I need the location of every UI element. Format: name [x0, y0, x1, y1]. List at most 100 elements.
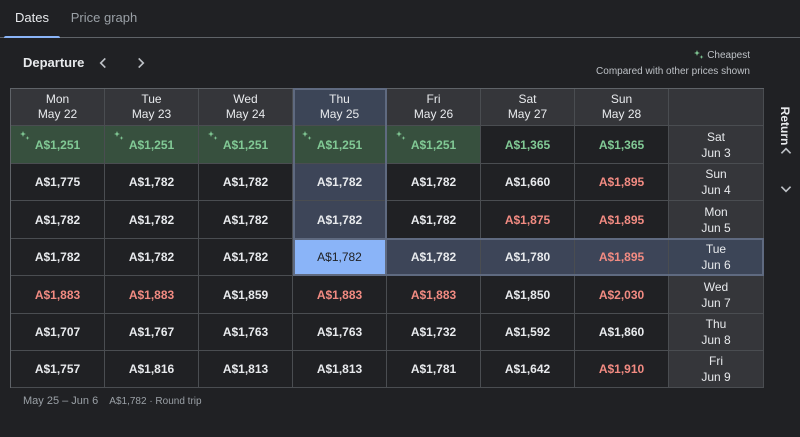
price-cell[interactable]: A$1,780 [481, 239, 575, 276]
price-cell[interactable]: A$1,860 [575, 314, 669, 351]
price-value: A$1,782 [410, 250, 457, 264]
return-weekday: Fri [709, 354, 723, 368]
price-value: A$1,813 [222, 362, 269, 376]
departure-date-header[interactable]: Sun May 28 [575, 89, 669, 126]
price-cell[interactable]: A$1,251 [293, 126, 387, 164]
price-cell[interactable]: A$1,883 [387, 276, 481, 314]
return-date: Jun 9 [701, 370, 731, 384]
return-weekday: Wed [703, 279, 729, 294]
price-cell[interactable]: A$1,365 [481, 126, 575, 164]
price-value: A$1,782 [34, 250, 81, 264]
price-value: A$1,782 [316, 175, 363, 189]
price-cell[interactable]: A$1,813 [199, 351, 293, 388]
price-cell[interactable]: A$1,660 [481, 164, 575, 201]
price-cell[interactable]: A$1,895 [575, 201, 669, 239]
return-date: Jun 6 [701, 258, 731, 272]
price-value: A$1,660 [504, 175, 551, 189]
price-cell[interactable]: A$1,767 [105, 314, 199, 351]
price-cell[interactable]: A$1,592 [481, 314, 575, 351]
price-cell[interactable]: A$1,782 [293, 201, 387, 239]
price-value: A$1,782 [410, 175, 457, 189]
price-cell[interactable]: A$1,883 [11, 276, 105, 314]
return-date-header[interactable]: Thu Jun 8 [669, 314, 764, 351]
selected-date-range: May 25 – Jun 6 [23, 395, 99, 407]
price-value: A$1,592 [504, 325, 551, 339]
header-date: May 26 [413, 107, 454, 121]
return-date-header[interactable]: Sat Jun 3 [669, 126, 764, 164]
price-cell[interactable]: A$1,859 [199, 276, 293, 314]
price-cell[interactable]: A$1,782 [293, 239, 387, 276]
price-cell[interactable]: A$1,782 [105, 201, 199, 239]
price-cell[interactable]: A$1,251 [11, 126, 105, 164]
price-cell[interactable]: A$1,781 [387, 351, 481, 388]
departure-date-header[interactable]: Thu May 25 [293, 89, 387, 126]
departure-date-header[interactable]: Mon May 22 [11, 89, 105, 126]
header-weekday: Wed [233, 92, 258, 106]
price-cell[interactable]: A$1,782 [199, 164, 293, 201]
price-cell[interactable]: A$1,782 [11, 239, 105, 276]
selection-summary: May 25 – Jun 6 A$1,782 · Round trip [23, 395, 202, 407]
return-next-button[interactable] [775, 178, 797, 200]
price-cell[interactable]: A$1,782 [387, 239, 481, 276]
return-date-header[interactable]: Wed Jun 7 [669, 276, 764, 314]
price-cell[interactable]: A$1,707 [11, 314, 105, 351]
price-value: A$1,875 [504, 212, 551, 227]
return-date-header[interactable]: Sun Jun 4 [669, 164, 764, 201]
price-cell[interactable]: A$1,782 [199, 201, 293, 239]
price-cell[interactable]: A$1,763 [199, 314, 293, 351]
price-cell[interactable]: A$1,782 [387, 201, 481, 239]
price-cell[interactable]: A$1,365 [575, 126, 669, 164]
price-cell[interactable]: A$1,251 [105, 126, 199, 164]
price-cell[interactable]: A$1,732 [387, 314, 481, 351]
departure-date-header[interactable]: Wed May 24 [199, 89, 293, 126]
price-cell[interactable]: A$1,883 [105, 276, 199, 314]
price-value: A$1,782 [128, 175, 175, 189]
price-cell[interactable]: A$1,910 [575, 351, 669, 388]
price-cell[interactable]: A$1,895 [575, 239, 669, 276]
price-cell[interactable]: A$1,782 [293, 164, 387, 201]
price-value: A$1,782 [222, 175, 269, 189]
price-value: A$1,860 [598, 325, 645, 339]
price-value: A$1,895 [598, 175, 645, 189]
price-cell[interactable]: A$1,251 [387, 126, 481, 164]
return-date-header[interactable]: Mon Jun 5 [669, 201, 764, 239]
chevron-left-icon [99, 57, 106, 69]
price-cell[interactable]: A$1,757 [11, 351, 105, 388]
price-value: A$1,895 [598, 250, 645, 264]
price-cell[interactable]: A$1,813 [293, 351, 387, 388]
departure-date-header[interactable]: Tue May 23 [105, 89, 199, 126]
price-value: A$1,251 [128, 137, 175, 152]
header-corner [669, 89, 764, 126]
price-value: A$1,782 [128, 212, 175, 227]
departure-next-button[interactable] [130, 52, 152, 74]
return-date-header[interactable]: Tue Jun 6 [669, 239, 764, 276]
departure-date-header[interactable]: Fri May 26 [387, 89, 481, 126]
price-value: A$1,763 [222, 325, 269, 339]
price-cell[interactable]: A$1,883 [293, 276, 387, 314]
price-cell[interactable]: A$1,782 [105, 239, 199, 276]
header-weekday: Tue [141, 92, 162, 106]
price-cell[interactable]: A$1,782 [387, 164, 481, 201]
return-date: Jun 8 [701, 333, 731, 347]
price-cell[interactable]: A$1,782 [11, 201, 105, 239]
return-date: Jun 7 [701, 295, 731, 310]
departure-prev-button[interactable] [92, 52, 114, 74]
price-cell[interactable]: A$1,763 [293, 314, 387, 351]
return-prev-button[interactable] [775, 140, 797, 162]
header-date: May 27 [507, 107, 548, 121]
price-cell[interactable]: A$1,895 [575, 164, 669, 201]
price-value: A$1,251 [222, 137, 269, 152]
tab-price-graph[interactable]: Price graph [70, 10, 138, 25]
departure-date-header[interactable]: Sat May 27 [481, 89, 575, 126]
price-cell[interactable]: A$1,642 [481, 351, 575, 388]
price-cell[interactable]: A$1,816 [105, 351, 199, 388]
price-cell[interactable]: A$1,782 [199, 239, 293, 276]
price-cell[interactable]: A$1,782 [105, 164, 199, 201]
price-cell[interactable]: A$1,850 [481, 276, 575, 314]
tab-dates[interactable]: Dates [4, 0, 60, 38]
price-cell[interactable]: A$2,030 [575, 276, 669, 314]
price-cell[interactable]: A$1,875 [481, 201, 575, 239]
return-date-header[interactable]: Fri Jun 9 [669, 351, 764, 388]
price-cell[interactable]: A$1,775 [11, 164, 105, 201]
price-cell[interactable]: A$1,251 [199, 126, 293, 164]
